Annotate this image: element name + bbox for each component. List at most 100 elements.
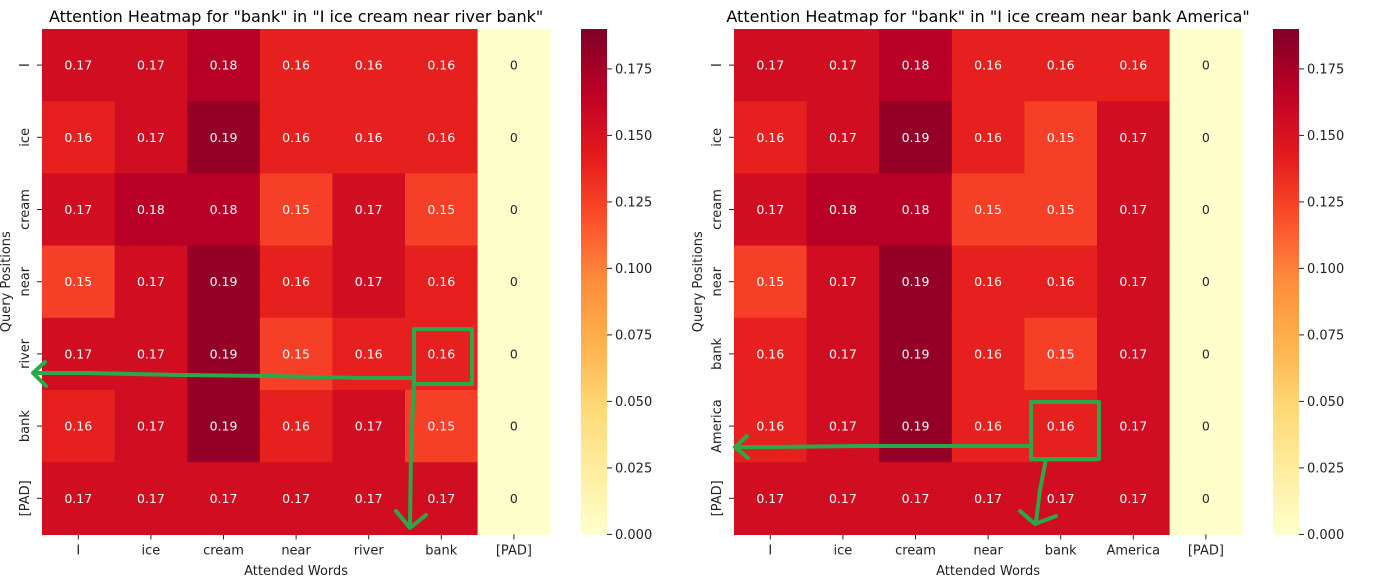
heatmap-cell [405,101,479,174]
cell-value-label: 0.17 [137,274,165,289]
arrow-down-head [394,509,428,530]
heatmap-cell [951,390,1025,463]
cell-value-label: 0.15 [974,202,1002,217]
heatmap-cell [114,29,188,102]
cell-value-label: 0.17 [64,202,92,217]
arrow-down-head [1018,509,1058,526]
highlight-annotation [733,400,1101,526]
arrow-left-line [34,371,416,380]
heatmap-cell [259,101,333,174]
cell-value-label: 0.15 [282,202,310,217]
heatmap-cell [42,101,116,174]
heatmap-cell [951,462,1025,535]
cell-value-label: 0.16 [282,274,310,289]
heatmap-cell [332,173,406,247]
cell-value-label: 0.17 [756,491,784,506]
cell-value-label: 0 [1202,491,1210,506]
heatmap-cell [477,29,551,102]
cell-value-label: 0.19 [210,419,238,434]
heatmap-cell [42,245,116,319]
cell-value-label: 0.18 [829,202,857,217]
heatmap-cell [1024,317,1098,391]
heatmap-cell [477,173,551,247]
heatmap-cell [806,390,880,463]
cell-value-label: 0 [1202,346,1210,361]
cell-value-label: 0.17 [282,491,310,506]
heatmap-cell [1097,317,1171,391]
x-tick-label: river [354,543,385,558]
cell-value-label: 0.17 [137,346,165,361]
cell-value-label: 0.16 [974,274,1002,289]
heatmap-cell [1097,173,1171,247]
heatmap-cell [477,245,551,319]
x-tick-label: bank [1045,543,1077,558]
heatmap-cell [1024,173,1098,247]
heatmap-cell [187,173,261,247]
colorbar-tick-label: 0.025 [615,461,652,476]
heatmap-cell [187,245,261,319]
cell-value-label: 0.16 [756,346,784,361]
heatmap-cell [114,317,188,391]
heatmap-cell [187,29,261,102]
cell-value-label: 0.17 [756,58,784,73]
highlight-box [1029,400,1101,461]
arrow-down-line [1034,457,1048,524]
colorbar-tick-label: 0.100 [1307,262,1344,277]
heatmap-cell [187,101,261,174]
x-tick-label: ice [834,543,853,558]
heatmap-cell [734,390,808,463]
colorbar-tick-label: 0.075 [1307,328,1344,343]
x-tick-label: I [76,543,80,558]
x-tick-label: near [973,543,1003,558]
heatmap-cell [332,245,406,319]
heatmap-panel-2: Attention Heatmap for "bank" in "I ice c… [691,7,1344,579]
cell-value-label: 0.17 [1119,419,1147,434]
heatmap-cell [879,101,953,174]
cell-value-label: 0.16 [355,58,383,73]
y-tick-label: cream [710,189,725,230]
cell-value-label: 0 [510,58,518,73]
cell-value-label: 0.17 [829,346,857,361]
y-tick-label: cream [18,189,33,230]
heatmap-cell [734,29,808,102]
x-tick-label: I [768,543,772,558]
heatmap-cell [405,245,479,319]
cell-value-label: 0 [1202,202,1210,217]
heatmap-cell [806,101,880,174]
cell-value-label: 0.17 [756,202,784,217]
chart-title: Attention Heatmap for "bank" in "I ice c… [49,7,543,26]
heatmap-cell [259,462,333,535]
heatmap-cell [477,390,551,463]
cell-value-label: 0.16 [1047,274,1075,289]
cell-value-label: 0 [510,202,518,217]
heatmap-cell [1169,317,1243,391]
cell-value-label: 0.16 [974,58,1002,73]
colorbar-tick-label: 0.150 [615,129,652,144]
arrow-left-head [31,360,48,388]
heatmap-cell [405,173,479,247]
heatmap-cell [1169,462,1243,535]
heatmap-cell [1024,101,1098,174]
heatmap-cell [332,101,406,174]
cell-value-label: 0.18 [902,58,930,73]
cell-value-label: 0.15 [64,274,92,289]
cell-value-label: 0.16 [974,346,1002,361]
arrow-left-head [733,434,750,460]
cell-value-label: 0.17 [210,491,238,506]
cell-value-label: 0.18 [210,202,238,217]
heatmap-cell [1024,29,1098,102]
cell-value-label: 0.19 [210,346,238,361]
heatmap-cell [42,29,116,102]
heatmap-cell [42,390,116,463]
highlight-box [412,327,474,386]
cell-value-label: 0.17 [355,491,383,506]
x-tick-label: near [281,543,311,558]
colorbar-tick-label: 0.100 [615,262,652,277]
heatmap-cell [259,29,333,102]
cell-value-label: 0 [510,130,518,145]
heatmap-cell [879,317,953,391]
cell-value-label: 0.16 [1047,58,1075,73]
y-tick-label: I [710,63,725,67]
heatmap-cell [734,245,808,319]
